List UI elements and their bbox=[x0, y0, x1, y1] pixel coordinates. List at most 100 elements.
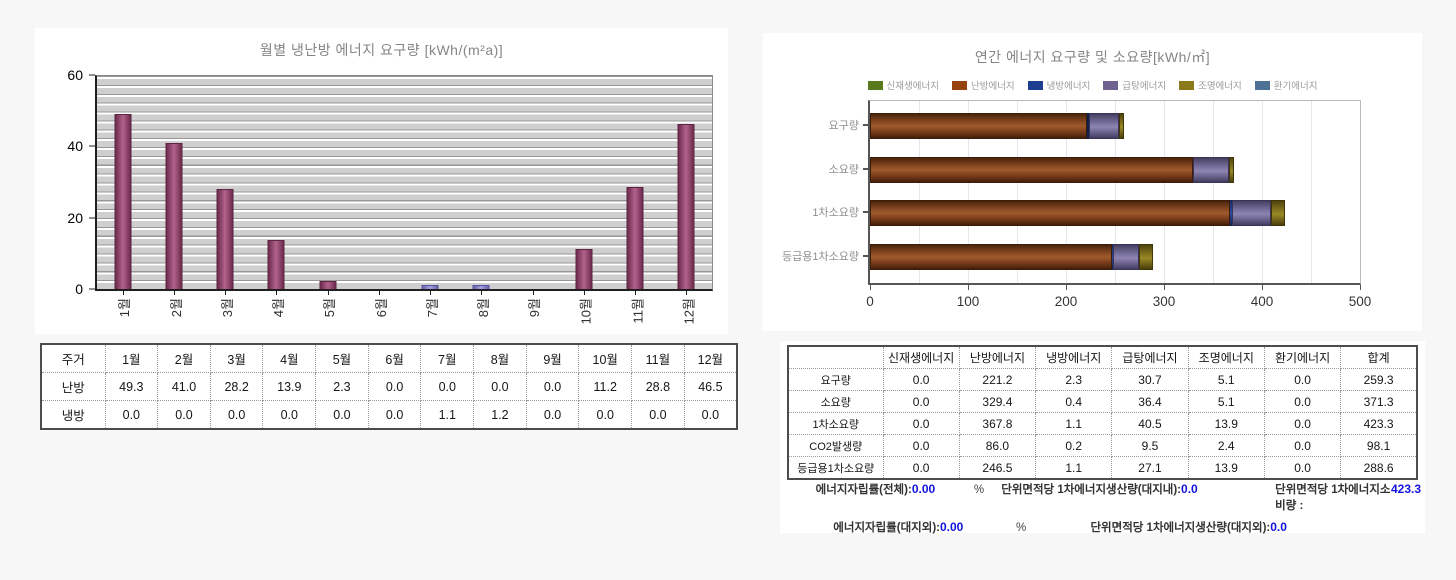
col-header: 6월 bbox=[367, 343, 422, 373]
y-tick bbox=[89, 145, 95, 147]
gridline bbox=[1115, 101, 1116, 283]
cell: 5.1 bbox=[1187, 390, 1265, 413]
col-header: 냉방에너지 bbox=[1035, 345, 1113, 369]
cell: 0.0 bbox=[631, 400, 685, 430]
col-header: 조명에너지 bbox=[1187, 345, 1265, 369]
legend-swatch bbox=[1179, 80, 1195, 90]
cell: 1.1 bbox=[420, 400, 475, 430]
x-axis-label: 10월 bbox=[578, 298, 594, 325]
summary-row: 에너지자립률(대지외): 0.00% 단위면적당 1차에너지생산량(대지외): 0… bbox=[794, 519, 1421, 535]
cell: 49.3 bbox=[104, 372, 159, 401]
col-header: 합계 bbox=[1340, 345, 1418, 369]
y-axis-label: 0 bbox=[75, 281, 83, 297]
legend-item: 조명에너지 bbox=[1179, 78, 1242, 92]
col-header: 9월 bbox=[525, 343, 580, 373]
annual-report-panel: 연간 에너지 요구량 및 소요량[kWh/㎡] 신재생에너지 난방에너지 냉방에너지… bbox=[763, 33, 1422, 331]
gridline bbox=[1066, 101, 1067, 283]
y-tick bbox=[89, 74, 95, 76]
table-row: CO2발생량 0.0 86.0 0.2 9.5 2.4 0.0 98.1 bbox=[787, 434, 1418, 457]
cell: 367.8 bbox=[958, 412, 1037, 435]
table-header-row: 신재생에너지 난방에너지 냉방에너지 급탕에너지 조명에너지 환기에너지 합계 bbox=[787, 345, 1418, 369]
cell: 0.0 bbox=[525, 372, 580, 401]
gridline bbox=[1017, 101, 1018, 283]
table-row: 소요량 0.0 329.4 0.4 36.4 5.1 0.0 371.3 bbox=[787, 390, 1418, 413]
x-axis-label: 5월 bbox=[322, 298, 338, 318]
cell: 0.0 bbox=[367, 372, 422, 401]
gridline bbox=[1262, 101, 1263, 283]
col-header: 10월 bbox=[578, 343, 633, 373]
legend-swatch bbox=[1027, 80, 1043, 90]
cell: 0.0 bbox=[882, 434, 960, 457]
cell: 0.0 bbox=[683, 400, 738, 430]
cell: 221.2 bbox=[958, 368, 1037, 391]
legend-label: 급탕에너지 bbox=[1122, 81, 1167, 92]
legend-swatch bbox=[951, 80, 967, 90]
cell: 5.1 bbox=[1187, 368, 1265, 391]
stacked-bar bbox=[870, 243, 1153, 270]
cell: 36.4 bbox=[1111, 390, 1189, 413]
monthly-report-panel: 월별 냉난방 에너지 요구량 [kWh/(m²a)] 0 20 40 60 1월 2월 3… bbox=[35, 28, 728, 334]
cell: 0.0 bbox=[209, 400, 264, 430]
col-header: 환기에너지 bbox=[1263, 345, 1342, 369]
gridline bbox=[968, 101, 969, 283]
x-axis-label: 400 bbox=[1250, 294, 1274, 309]
cell: 1.1 bbox=[1035, 412, 1113, 435]
cell: 30.7 bbox=[1111, 368, 1189, 391]
legend-swatch bbox=[867, 80, 883, 90]
cell: 98.1 bbox=[1340, 434, 1418, 457]
cell: 329.4 bbox=[958, 390, 1037, 413]
col-header: 2월 bbox=[157, 343, 211, 373]
summary-value: 0.00 bbox=[911, 482, 936, 496]
heating-bar bbox=[626, 186, 644, 289]
annual-table-panel: 신재생에너지 난방에너지 냉방에너지 급탕에너지 조명에너지 환기에너지 합계 요구량 0.0 2… bbox=[780, 341, 1425, 535]
cell: 0.0 bbox=[525, 400, 580, 430]
bar-segment-급탕에너지 bbox=[1193, 156, 1229, 183]
legend-label: 냉방에너지 bbox=[1046, 81, 1091, 92]
cell: 41.0 bbox=[157, 372, 211, 401]
row-label: 소요량 bbox=[787, 390, 884, 413]
cell: 0.0 bbox=[1263, 456, 1342, 480]
cell: 0.0 bbox=[882, 390, 960, 413]
category-tick bbox=[863, 167, 868, 170]
cell: 13.9 bbox=[1187, 412, 1265, 435]
cooling-bar bbox=[472, 284, 490, 289]
cell: 46.5 bbox=[683, 372, 738, 401]
x-axis-label: 3월 bbox=[220, 298, 236, 318]
annual-chart-plot bbox=[868, 100, 1361, 285]
annual-table: 신재생에너지 난방에너지 냉방에너지 급탕에너지 조명에너지 환기에너지 합계 요구량 0.0 2… bbox=[787, 345, 1418, 480]
x-tick bbox=[276, 291, 278, 295]
summary-value: 423.3 bbox=[1390, 482, 1421, 496]
x-axis-label: 11월 bbox=[630, 298, 646, 324]
bar-segment-냉방에너지 bbox=[1230, 200, 1232, 226]
cell: 288.6 bbox=[1340, 456, 1418, 480]
row-label: 1차소요량 bbox=[787, 412, 884, 435]
bar-segment-급탕에너지 bbox=[1231, 200, 1272, 226]
bar-segment-냉방에너지 bbox=[1086, 113, 1090, 139]
x-tick bbox=[1066, 285, 1067, 290]
monthly-chart-title: 월별 냉난방 에너지 요구량 [kWh/(m²a)] bbox=[259, 42, 504, 58]
col-header: 급탕에너지 bbox=[1111, 345, 1189, 369]
cell: 0.0 bbox=[882, 412, 960, 435]
bar-segment-조명에너지 bbox=[1119, 113, 1125, 139]
monthly-table: 주거 1월 2월 3월 4월 5월 6월 7월 8월 9월 10월 11월 12월 난방 49.3 41.0 2… bbox=[40, 343, 738, 430]
x-axis-label: 2월 bbox=[168, 298, 184, 318]
summary-label: 에너지자립률(전체): bbox=[815, 484, 912, 496]
x-axis-label: 0 bbox=[866, 294, 874, 309]
bar-segment-난방에너지 bbox=[870, 200, 1231, 226]
summary-unit: % bbox=[973, 484, 985, 496]
cell: 0.0 bbox=[882, 456, 960, 480]
annual-chart-legend: 신재생에너지 난방에너지 냉방에너지 급탕에너지 조명에너지 환기에너지 bbox=[763, 78, 1422, 92]
bar-segment-조명에너지 bbox=[1139, 243, 1153, 270]
y-axis-label: 40 bbox=[67, 138, 83, 155]
summary-row: 에너지자립률(전체): 0.00% 단위면적당 1차에너지생산량(대지내): 0.… bbox=[794, 481, 1421, 513]
cell: 0.0 bbox=[104, 400, 159, 430]
summary-value: 0.00 bbox=[940, 520, 964, 534]
stacked-bar bbox=[870, 113, 1125, 139]
cell: 0.0 bbox=[1263, 368, 1342, 391]
cell: 423.3 bbox=[1340, 412, 1418, 435]
bar-segment-냉방에너지 bbox=[1111, 243, 1113, 270]
row-label: 요구량 bbox=[787, 368, 884, 391]
table-row: 냉방 0.0 0.0 0.0 0.0 0.0 0.0 1.1 1.2 0.0 0.0 0.0 0.0 bbox=[40, 400, 738, 430]
row-label: 난방 bbox=[40, 372, 106, 401]
col-header: 1월 bbox=[104, 343, 159, 373]
